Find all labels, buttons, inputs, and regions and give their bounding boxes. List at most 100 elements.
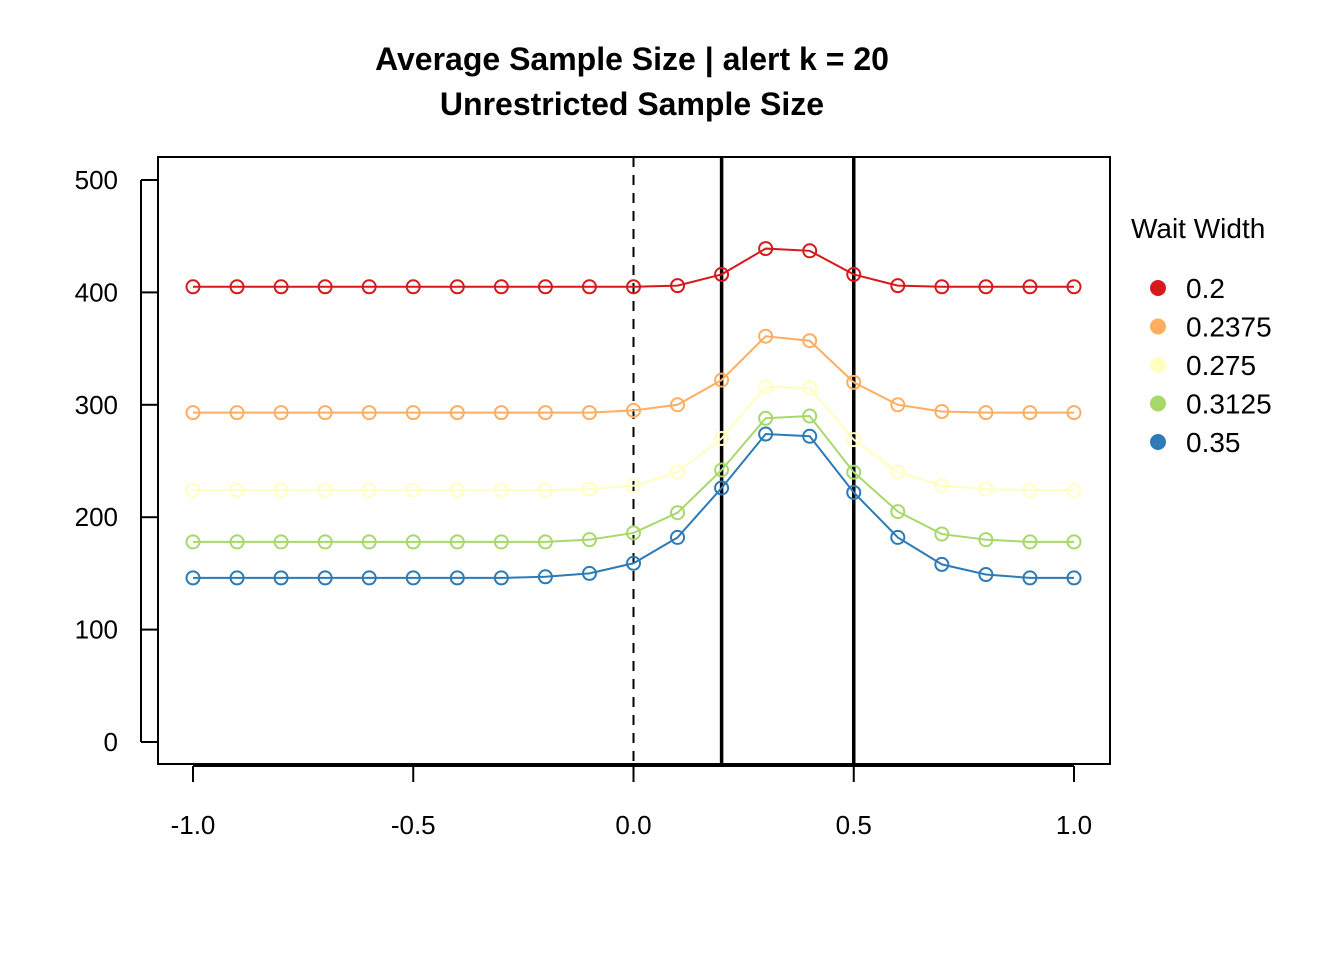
data-point [581,405,597,421]
data-point [978,279,994,295]
legend-swatch [1150,357,1166,373]
legend-swatch [1150,395,1166,412]
data-point [846,266,862,282]
chart-title: Average Sample Size | alert k = 20 [375,41,889,77]
data-point [934,556,950,572]
data-point [626,478,641,494]
data-point [273,534,289,550]
data-point [802,408,818,424]
data-point [1022,534,1038,550]
data-point [185,279,201,295]
data-point [890,278,906,294]
legend-swatch [1150,318,1166,335]
data-point [405,534,421,550]
data-point [758,241,774,257]
y-axis: 0 100 200 300 400 500 [75,165,157,757]
data-point [317,405,333,421]
data-point [626,555,641,571]
data-point [978,405,994,421]
y-tick-label: 100 [75,615,118,645]
data-point [978,567,994,583]
data-point [361,279,377,295]
data-point [449,570,465,586]
data-point [581,532,597,548]
data-point [758,379,774,395]
data-point [537,279,553,295]
data-point [1022,570,1038,586]
data-point [846,484,862,500]
y-tick-label: 300 [75,390,118,420]
legend-label: 0.35 [1186,427,1241,458]
data-point [185,405,201,421]
legend: Wait Width 0.2 0.2375 0.275 0.3125 0.35 [1131,213,1272,458]
data-point [1022,405,1038,421]
data-point [670,397,686,413]
data-point [273,279,289,295]
data-point [758,426,774,442]
data-point [229,534,245,550]
y-tick-label: 200 [75,502,118,532]
data-point [449,279,465,295]
data-point [1022,279,1038,295]
data-point [714,372,730,388]
series-0.275 [185,379,1082,498]
data-point [934,526,950,542]
x-tick-label: -0.5 [391,810,436,840]
series-0.2375 [185,328,1082,421]
data-point [405,279,421,295]
reference-lines [632,157,856,764]
y-tick-label: 0 [104,727,118,757]
y-tick-label: 400 [75,277,118,307]
data-point [846,374,862,390]
legend-title: Wait Width [1131,213,1265,244]
data-point [802,333,818,349]
data-point [978,481,994,497]
data-point [802,428,818,444]
data-point [670,464,686,480]
legend-swatch [1150,434,1166,450]
data-point [758,328,774,344]
data-point [493,482,509,498]
data-point [802,380,818,396]
data-point [714,431,730,447]
data-point [185,570,201,586]
data-point [890,504,906,520]
data-point [581,565,597,581]
data-point [185,482,201,498]
data-point [670,505,686,521]
data-point [449,482,465,498]
legend-label: 0.275 [1186,350,1256,381]
series-0.3125 [185,408,1082,550]
data-point [273,570,289,586]
data-point [581,279,597,295]
data-point [758,410,774,426]
data-point [581,481,597,497]
data-point [493,570,509,586]
data-point [1066,534,1082,550]
data-point [449,405,465,421]
data-point [802,243,818,259]
data-point [361,405,377,421]
data-point [405,482,421,498]
series-line [193,385,1074,492]
data-point [890,529,906,545]
data-point [317,279,333,295]
series-line [193,415,1074,543]
data-point [537,405,553,421]
series-line [193,432,1074,579]
data-point [185,534,201,550]
data-point [626,279,641,295]
data-point [273,482,289,498]
x-tick-label: 1.0 [1056,810,1092,840]
series-0.2 [185,241,1082,295]
data-point [405,405,421,421]
series-line [193,335,1074,414]
data-point [934,478,950,494]
x-tick-label: 0.0 [615,810,651,840]
data-point [229,482,245,498]
data-point [714,266,730,282]
data-point [890,464,906,480]
data-point [1066,570,1082,586]
data-point [670,278,686,294]
